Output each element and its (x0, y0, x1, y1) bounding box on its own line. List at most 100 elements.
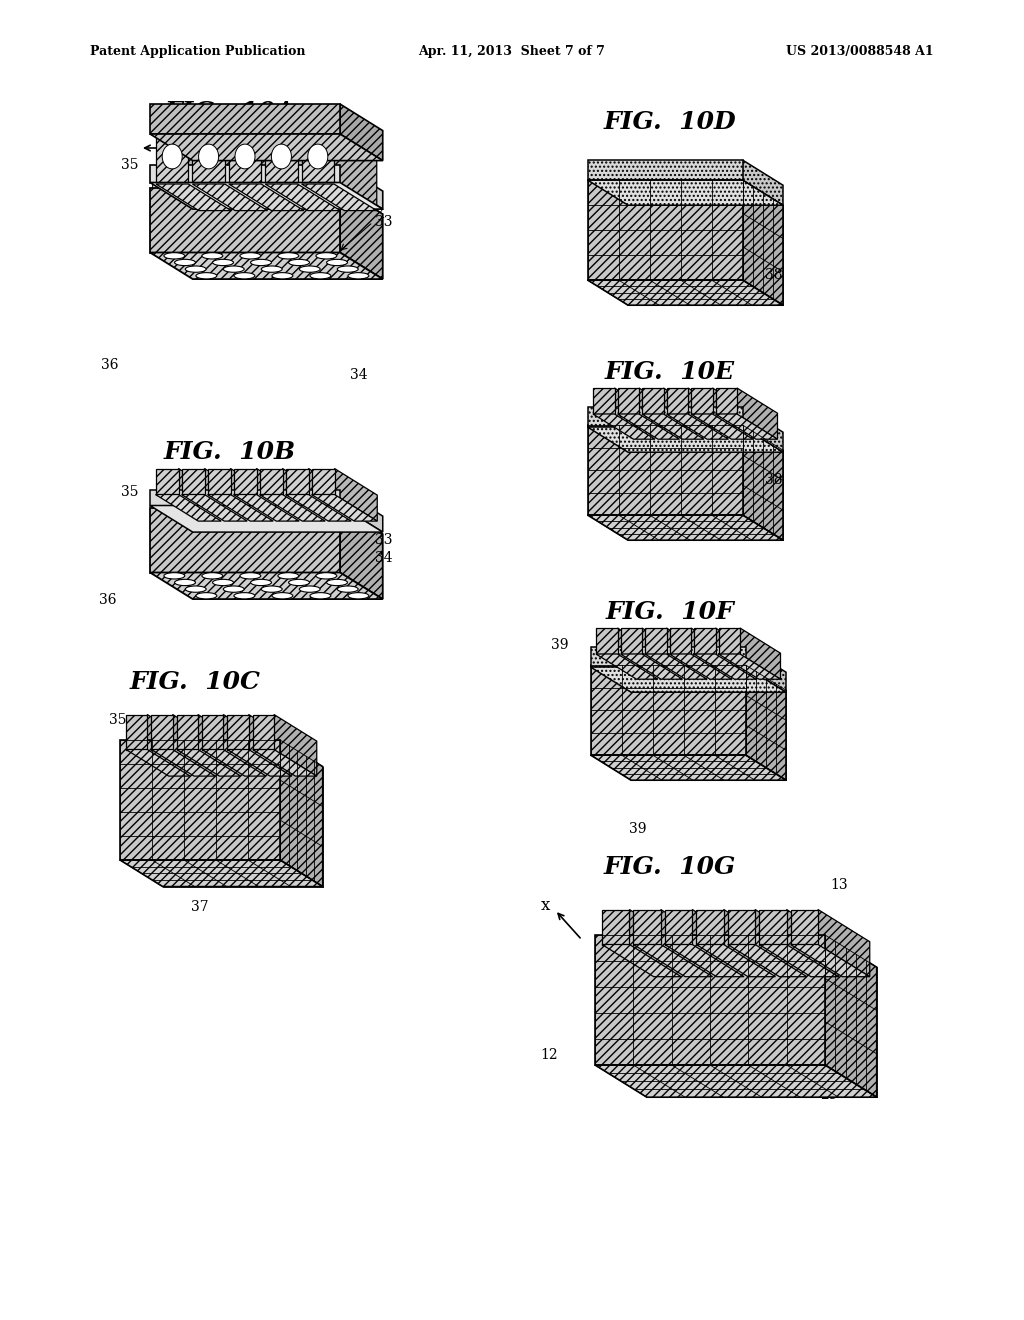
Polygon shape (716, 388, 737, 414)
Text: x: x (375, 205, 384, 222)
Polygon shape (286, 469, 308, 495)
Polygon shape (340, 104, 383, 161)
Polygon shape (791, 909, 818, 945)
Polygon shape (280, 741, 323, 887)
Polygon shape (156, 183, 231, 211)
Ellipse shape (251, 579, 271, 586)
Polygon shape (588, 407, 742, 426)
Ellipse shape (251, 259, 271, 265)
Polygon shape (617, 388, 639, 414)
Polygon shape (265, 129, 298, 183)
Polygon shape (588, 280, 783, 305)
Polygon shape (667, 388, 688, 414)
Polygon shape (745, 665, 786, 780)
Polygon shape (591, 665, 745, 755)
Polygon shape (340, 187, 383, 279)
Polygon shape (188, 129, 231, 211)
Ellipse shape (174, 259, 196, 265)
Polygon shape (728, 945, 807, 977)
Polygon shape (716, 628, 756, 680)
Polygon shape (645, 653, 707, 680)
Ellipse shape (278, 573, 299, 579)
Text: US 2013/0088548 A1: US 2013/0088548 A1 (786, 45, 934, 58)
Polygon shape (340, 490, 383, 532)
Ellipse shape (261, 265, 283, 272)
Text: 12: 12 (541, 1048, 558, 1063)
Polygon shape (150, 165, 340, 182)
Ellipse shape (289, 259, 309, 265)
Polygon shape (595, 1065, 877, 1097)
Polygon shape (642, 628, 683, 680)
Polygon shape (311, 495, 377, 521)
Ellipse shape (164, 252, 184, 259)
Polygon shape (147, 714, 190, 776)
Polygon shape (593, 388, 614, 414)
Ellipse shape (327, 579, 347, 586)
Polygon shape (208, 469, 230, 495)
Polygon shape (614, 388, 655, 440)
Polygon shape (177, 750, 241, 776)
Polygon shape (227, 750, 292, 776)
Ellipse shape (234, 144, 255, 169)
Ellipse shape (240, 573, 261, 579)
Polygon shape (728, 909, 755, 945)
Polygon shape (205, 469, 247, 521)
Ellipse shape (213, 259, 233, 265)
Polygon shape (298, 129, 340, 211)
Polygon shape (665, 945, 744, 977)
Ellipse shape (271, 144, 292, 169)
Text: 34: 34 (350, 368, 368, 381)
Polygon shape (335, 469, 377, 521)
Polygon shape (670, 628, 691, 653)
Text: y: y (236, 121, 245, 139)
Polygon shape (150, 507, 340, 573)
Polygon shape (745, 647, 786, 692)
Polygon shape (719, 628, 740, 653)
Polygon shape (634, 945, 713, 977)
Text: 35: 35 (121, 484, 138, 499)
Polygon shape (617, 414, 680, 440)
Polygon shape (630, 909, 681, 977)
Polygon shape (596, 653, 658, 680)
Text: FIG.  10G: FIG. 10G (604, 855, 736, 879)
Text: FIG.  10A: FIG. 10A (165, 100, 295, 124)
Text: 39: 39 (630, 822, 647, 836)
Polygon shape (591, 647, 745, 667)
Polygon shape (253, 750, 316, 776)
Ellipse shape (299, 586, 321, 593)
Polygon shape (667, 628, 707, 680)
Polygon shape (588, 160, 742, 180)
Ellipse shape (185, 265, 206, 272)
Polygon shape (286, 495, 351, 521)
Ellipse shape (272, 273, 293, 279)
Polygon shape (602, 945, 681, 977)
Polygon shape (223, 714, 266, 776)
Polygon shape (596, 628, 617, 653)
Polygon shape (233, 495, 299, 521)
Polygon shape (670, 653, 731, 680)
Text: FIG.  10C: FIG. 10C (130, 671, 260, 694)
Polygon shape (791, 945, 869, 977)
Ellipse shape (261, 586, 283, 593)
Polygon shape (173, 714, 215, 776)
Polygon shape (665, 909, 692, 945)
Ellipse shape (202, 252, 223, 259)
Polygon shape (202, 750, 266, 776)
Text: 38: 38 (765, 268, 782, 282)
Polygon shape (694, 653, 756, 680)
Polygon shape (120, 741, 280, 861)
Polygon shape (340, 507, 383, 599)
Ellipse shape (185, 586, 206, 593)
Ellipse shape (310, 273, 331, 279)
Polygon shape (742, 425, 783, 540)
Polygon shape (719, 653, 780, 680)
Text: 37: 37 (191, 900, 209, 913)
Polygon shape (740, 628, 780, 680)
Polygon shape (156, 495, 221, 521)
Polygon shape (178, 469, 221, 521)
Ellipse shape (223, 265, 244, 272)
Polygon shape (193, 183, 267, 211)
Polygon shape (274, 714, 316, 776)
Ellipse shape (348, 273, 369, 279)
Polygon shape (696, 909, 724, 945)
